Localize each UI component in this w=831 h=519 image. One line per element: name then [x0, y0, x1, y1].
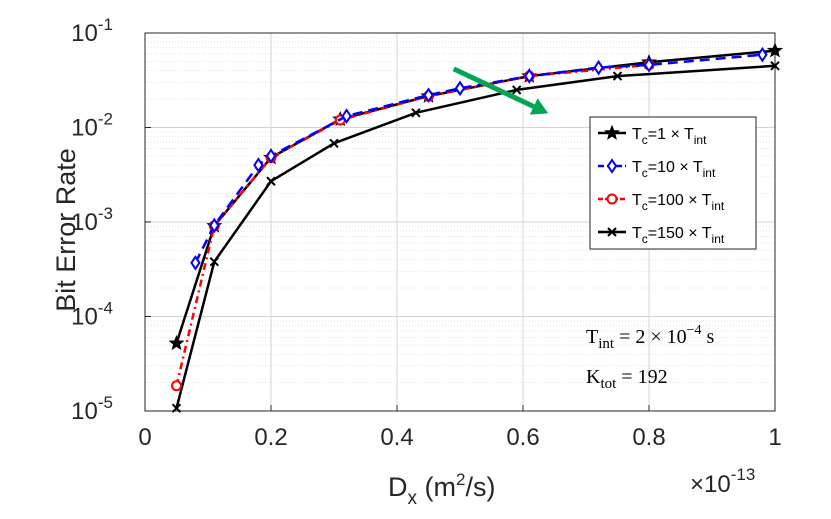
y-tick-label: 10-4 — [71, 299, 113, 331]
arrow-head — [529, 98, 549, 115]
data-point — [612, 71, 623, 81]
arrow-shaft — [452, 66, 535, 109]
data-point — [511, 85, 522, 95]
data-point — [266, 176, 276, 186]
legend-entry: Tc=10 × Tint — [598, 158, 716, 180]
x-tick-label: 1 — [768, 424, 781, 451]
data-point — [190, 255, 201, 271]
y-tick-label: 10-3 — [71, 204, 113, 236]
legend-box — [589, 116, 757, 250]
series-layer — [168, 42, 784, 413]
legend-label: Tc=150 × Tint — [632, 225, 725, 246]
y-axis-label: Bit Error Rate — [51, 148, 81, 312]
x-tick-label: 0.2 — [254, 424, 287, 451]
data-point — [209, 257, 220, 267]
legend: Tc=1 × Tint Tc=10 × Tint Tc=100 × Tint Tc=1… — [589, 116, 757, 250]
series-4 — [171, 61, 780, 413]
data-point — [329, 138, 339, 149]
series-line — [175, 64, 776, 409]
data-point — [265, 148, 277, 164]
x-axis-ticks: 0 0.2 0.4 0.6 0.8 1 — [138, 405, 782, 451]
y-axis-ticks: 10-5 10-4 10-3 10-2 10-1 — [71, 15, 151, 425]
y-tick-label: 10-5 — [71, 393, 113, 425]
x-axis-label: Dx (m2/s) — [388, 470, 495, 509]
y-tick-label: 10-1 — [71, 15, 113, 47]
legend-marker — [606, 193, 618, 205]
series-2 — [190, 46, 768, 271]
legend-marker — [603, 124, 621, 140]
data-point — [341, 108, 352, 124]
data-point — [770, 61, 780, 71]
data-point — [766, 42, 784, 58]
legend-entry: Tc=1 × Tint — [598, 124, 707, 147]
x-tick-label: 0.6 — [506, 424, 539, 451]
data-point — [423, 87, 434, 103]
legend-entry: Tc=150 × Tint — [598, 225, 725, 246]
legend-marker — [606, 158, 618, 174]
data-point — [411, 108, 421, 118]
data-point — [209, 217, 220, 234]
data-point — [171, 403, 182, 413]
x-scale-multiplier: ×10-13 — [690, 465, 755, 498]
legend-label: Tc=100 × Tint — [632, 192, 725, 213]
legend-marker — [607, 227, 617, 237]
trend-arrow — [452, 66, 549, 115]
data-point — [757, 46, 768, 63]
legend-label: Tc=1 × Tint — [632, 126, 707, 147]
data-point — [643, 57, 655, 73]
data-point — [171, 380, 182, 392]
data-point — [593, 59, 604, 76]
data-point — [454, 80, 466, 97]
annotation-k-tot: Ktot = 192 — [586, 366, 668, 392]
data-point — [524, 68, 535, 84]
x-tick-label: 0 — [138, 424, 151, 451]
y-tick-label: 10-2 — [71, 110, 113, 142]
legend-label: Tc=10 × Tint — [632, 159, 716, 180]
x-tick-label: 0.4 — [380, 424, 413, 451]
data-point — [168, 334, 185, 351]
x-tick-label: 0.8 — [632, 424, 665, 451]
legend-entry: Tc=100 × Tint — [598, 192, 725, 213]
data-point — [253, 157, 264, 173]
annotation-t-int: Tint = 2 × 10−4 s — [586, 323, 715, 352]
